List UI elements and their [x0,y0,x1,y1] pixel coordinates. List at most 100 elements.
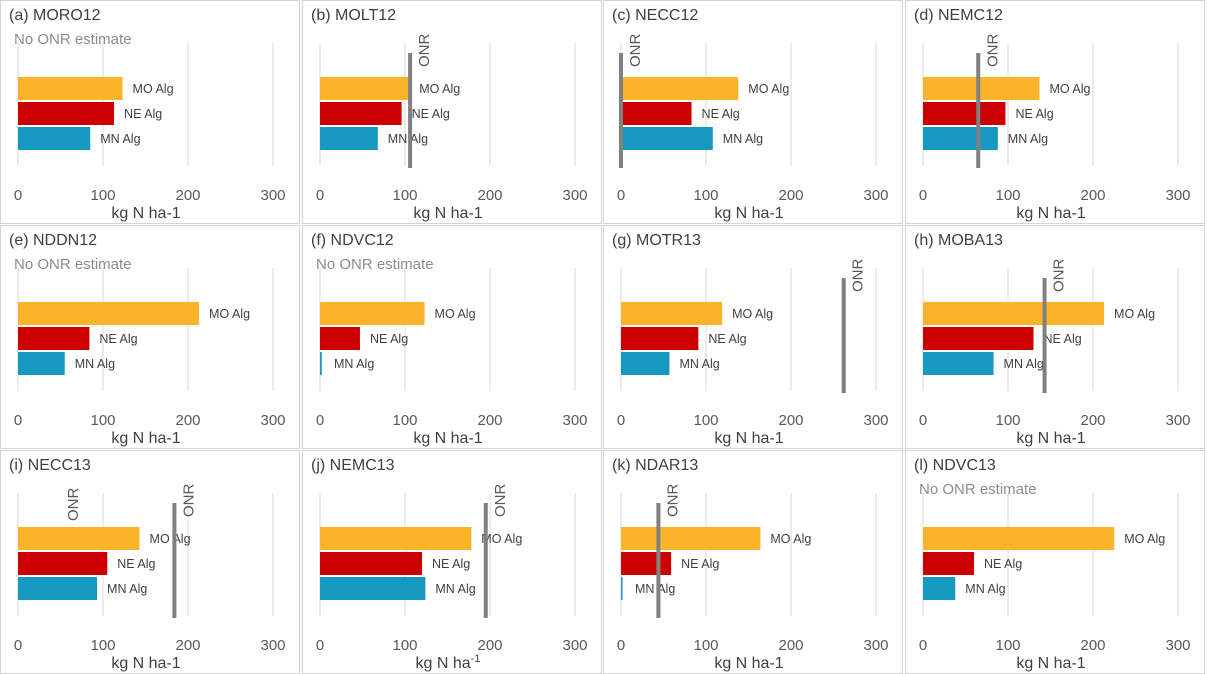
tick-label: 300 [562,412,587,429]
bar [621,552,672,575]
chart-panel: MO Alg NE Alg MN Alg 0 100 200 300 kg N ha-1 (e)… [0,225,300,449]
onr-label: ONR [627,34,644,68]
chart-svg: MO Alg NE Alg MN Alg ONR ONR 0 100 200 300 kg N h… [14,484,286,673]
bar [320,552,422,575]
category-label: MN Alg [1004,357,1044,371]
tick-label: 100 [392,412,417,429]
category-label: MO Alg [1124,532,1165,546]
category-label: MN Alg [107,582,147,596]
chart-panel: MO Alg NE Alg MN Alg ONR 0 100 200 300 kg N ha-1… [603,225,903,449]
tick-label: 300 [1165,187,1190,204]
chart-title: (c) NECC12 [612,7,699,24]
axis-label: kg N ha-1 [1016,205,1085,222]
chart-title: (g) MOTR13 [612,232,701,249]
tick-label: 100 [693,637,718,654]
bar [923,352,994,375]
onr-label: ONR [180,484,197,518]
axis-label: kg N ha-1 [111,205,180,222]
tick-label: 300 [1165,412,1190,429]
bar [621,327,699,350]
tick-label: 0 [919,637,927,654]
category-label: NE Alg [1044,332,1082,346]
category-label: MO Alg [770,532,811,546]
category-label: MO Alg [1049,82,1090,96]
bar [320,102,402,125]
onr-label: ONR [984,34,1001,68]
bar [18,77,123,100]
axis-label: kg N ha-1 [413,430,482,447]
onr-label: ONR [416,34,433,68]
bar [18,302,200,325]
onr-label-extra: ONR [65,488,82,522]
category-label: NE Alg [99,332,137,346]
chart-title: (b) MOLT12 [311,7,397,24]
category-label: MN Alg [723,132,763,146]
bar [18,527,140,550]
tick-label: 200 [175,412,200,429]
category-label: NE Alg [984,557,1022,571]
axis-label: kg N ha-1 [1016,430,1085,447]
tick-label: 200 [477,412,502,429]
category-label: NE Alg [117,557,155,571]
chart-panel: MO Alg NE Alg MN Alg ONR 0 100 200 300 kg N ha-1… [905,0,1205,224]
chart-panel: MO Alg NE Alg MN Alg ONR 0 100 200 300 kg N ha-1… [905,225,1205,449]
bar [621,127,713,150]
category-label: MN Alg [388,132,428,146]
chart-svg: MO Alg NE Alg MN Alg 0 100 200 300 kg N ha-1 [316,268,588,447]
tick-label: 300 [1165,637,1190,654]
bar [923,127,998,150]
chart-note: No ONR estimate [316,256,434,273]
tick-label: 0 [14,637,22,654]
category-label: MN Alg [679,357,719,371]
axis-label: kg N ha-1 [416,653,481,672]
tick-label: 200 [778,637,803,654]
category-label: NE Alg [370,332,408,346]
tick-label: 300 [863,187,888,204]
chart-svg: MO Alg NE Alg MN Alg 0 100 200 300 kg N ha-1 [919,493,1191,672]
chart-panel: MO Alg NE Alg MN Alg 0 100 200 300 kg N ha-1 (f)… [302,225,602,449]
tick-label: 0 [316,412,324,429]
chart-title: (f) NDVC12 [311,232,394,249]
onr-label: ONR [664,484,681,518]
bar [923,527,1115,550]
tick-label: 200 [1080,187,1105,204]
tick-label: 200 [477,637,502,654]
bar [621,527,761,550]
chart-title: (k) NDAR13 [612,457,699,474]
tick-label: 200 [778,412,803,429]
tick-label: 0 [14,412,22,429]
tick-label: 300 [562,637,587,654]
category-label: MO Alg [1114,307,1155,321]
category-label: MO Alg [732,307,773,321]
category-label: MN Alg [334,357,374,371]
chart-panel: MO Alg NE Alg MN Alg ONR 0 100 200 300 kg N ha-1… [302,450,602,674]
bar [621,77,739,100]
bar [923,552,974,575]
bar [320,127,378,150]
tick-label: 200 [175,187,200,204]
tick-label: 100 [995,412,1020,429]
bar [621,302,723,325]
category-label: MN Alg [635,582,675,596]
bar [621,577,623,600]
bar [18,127,91,150]
axis-label: kg N ha-1 [413,205,482,222]
chart-svg: MO Alg NE Alg MN Alg 0 100 200 300 kg N ha-1 [14,268,286,447]
bar [18,327,90,350]
tick-label: 100 [693,187,718,204]
bar [18,102,115,125]
tick-label: 100 [995,187,1020,204]
tick-label: 300 [562,187,587,204]
axis-label: kg N ha-1 [1016,655,1085,672]
bar [320,327,360,350]
bar [923,77,1040,100]
chart-note: No ONR estimate [919,481,1037,498]
category-label: MN Alg [75,357,115,371]
tick-label: 100 [90,187,115,204]
bar [923,577,956,600]
